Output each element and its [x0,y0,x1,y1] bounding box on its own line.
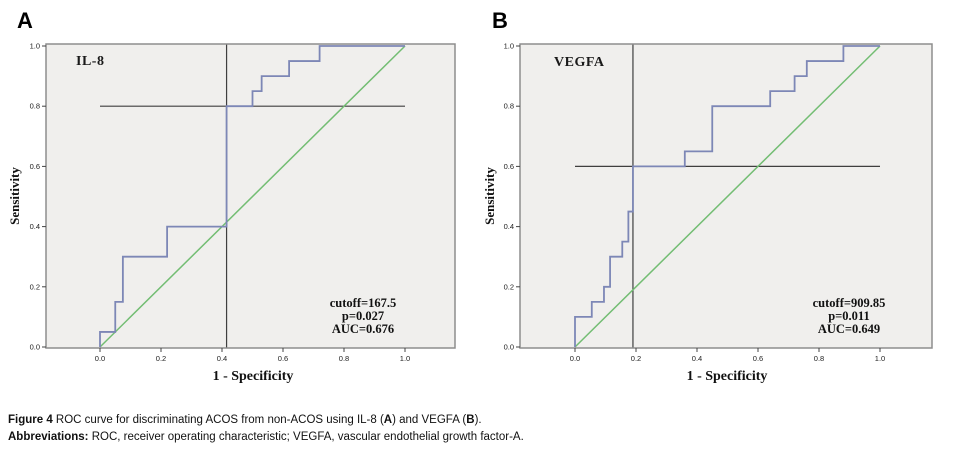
panel-a-x-tick-label: 0.0 [95,354,105,363]
panel-b-y-tick-label: 0.2 [504,282,514,291]
panel-a-y-tick-label: 1.0 [30,42,40,51]
caption-line-2: Abbreviations: ROC, receiver operating c… [8,431,524,443]
panel-b-x-tick-label: 0.2 [631,354,641,363]
panel-a-x-tick-label: 1.0 [400,354,410,363]
panel-b-plot-frame [519,43,933,349]
panel-b-marker-label: VEGFA [554,55,605,70]
panel-a-y-tick-label: 0.2 [30,282,40,291]
panel-a-cutoff-value: cutoff=167.5 [329,296,397,310]
panel-b-y-tick-label: 0.6 [504,162,514,171]
panel-b-reference-diagonal [574,45,881,348]
panel-a-plot-area [46,44,455,348]
panel-a-letter: A [17,8,33,33]
panel-b-x-tick-label: 0.0 [570,354,580,363]
panel-a-y-tick-label: 0.6 [30,162,40,171]
panel-b-x-tick-label: 0.4 [692,354,702,363]
caption-figure-number: Figure 4 [8,414,53,426]
panel-a-y-tick-label: 0.0 [30,343,40,352]
panel-b-y-tick-label: 0.0 [504,343,514,352]
panel-b-y-tick-label: 0.8 [504,102,514,111]
panel-b-roc-curve [574,45,880,347]
panel-a-stats-annotation: cutoff=167.5 p=0.027 AUC=0.676 [330,297,397,336]
panel-a-roc-curve [99,45,405,347]
panel-a-x-axis-title: 1 - Specificity [212,369,294,384]
panel-a-reference-diagonal [99,45,406,348]
figure-caption: Figure 4 ROC curve for discriminating AC… [8,412,524,446]
panel-a-marker-label: IL-8 [76,54,105,69]
panel-b-auc-value: AUC=0.649 [817,322,881,336]
panel-b-y-tick-label: 0.4 [504,222,514,231]
panel-a-plot-frame [45,43,456,349]
panel-b-letter: B [492,8,508,33]
panel-a-x-tick-label: 0.4 [217,354,227,363]
caption-line-1: Figure 4 ROC curve for discriminating AC… [8,414,482,426]
panel-b-y-axis-title: Sensitivity [482,167,497,225]
panel-a-x-tick-label: 0.2 [156,354,166,363]
panel-b-plot-area [520,44,932,348]
panel-a-x-tick-label: 0.8 [339,354,349,363]
panel-b-x-axis-title: 1 - Specificity [686,369,768,384]
panel-b-x-tick-label: 1.0 [875,354,885,363]
panel-b-stats-annotation: cutoff=909.85 p=0.011 AUC=0.649 [813,297,886,336]
panel-b-p-value: p=0.011 [828,309,870,323]
panel-a-p-value: p=0.027 [341,309,385,323]
panel-a-x-tick-label: 0.6 [278,354,288,363]
panel-b-y-tick-label: 1.0 [504,42,514,51]
panel-b-x-tick-label: 0.8 [814,354,824,363]
panel-a-y-tick-label: 0.8 [30,102,40,111]
panel-a-y-axis-title: Sensitivity [7,167,22,225]
panel-a-y-tick-label: 0.4 [30,222,40,231]
caption-abbreviations-label: Abbreviations: [8,431,89,443]
panel-a-auc-value: AUC=0.676 [331,322,395,336]
panel-b-x-tick-label: 0.6 [753,354,763,363]
panel-b-cutoff-value: cutoff=909.85 [812,296,886,310]
